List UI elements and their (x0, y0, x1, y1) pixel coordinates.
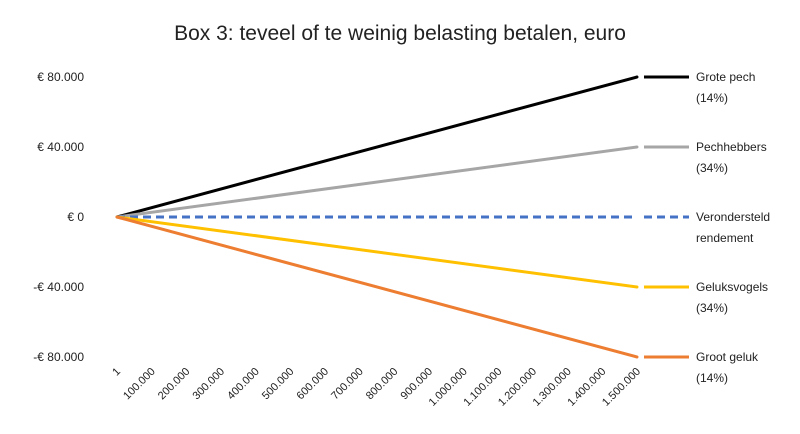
legend: Grote pech (14%) Pechhebbers (34%) Veronders… (644, 70, 770, 385)
series-line-3 (115, 215, 639, 289)
legend-label-4: Groot geluk (696, 350, 759, 364)
legend-sublabel-1: (34%) (696, 161, 728, 175)
series-lines (115, 75, 639, 359)
legend-label-2: Verondersteld (696, 210, 770, 224)
legend-label-3: Geluksvogels (696, 280, 768, 294)
x-tick-label: 700.000 (329, 366, 366, 403)
x-tick-label: 400.000 (225, 366, 262, 403)
series-line-0 (115, 75, 639, 219)
legend-sublabel-2: rendement (696, 231, 754, 245)
legend-sublabel-4: (14%) (696, 371, 728, 385)
series-line-1 (115, 145, 639, 219)
legend-label-0: Grote pech (696, 70, 755, 84)
y-tick-label: € 40.000 (37, 140, 84, 154)
legend-label-1: Pechhebbers (696, 140, 767, 154)
x-tick-label: 800.000 (364, 366, 401, 403)
y-tick-label: -€ 80.000 (33, 350, 84, 364)
legend-sublabel-3: (34%) (696, 301, 728, 315)
y-tick-label: € 0 (67, 210, 84, 224)
chart-title: Box 3: teveel of te weinig belasting bet… (174, 22, 626, 45)
x-axis: 1100.000200.000300.000400.000500.000600.… (110, 366, 643, 409)
x-tick-label: 500.000 (260, 366, 297, 403)
x-tick-label: 1.500.000 (600, 366, 643, 409)
x-tick-label: 300.000 (191, 366, 228, 403)
y-tick-label: -€ 40.000 (33, 280, 84, 294)
legend-sublabel-0: (14%) (696, 91, 728, 105)
x-tick-label: 200.000 (156, 366, 193, 403)
x-tick-label: 600.000 (295, 366, 332, 403)
x-tick-label: 1 (110, 366, 123, 379)
series-line-4 (115, 215, 639, 359)
x-tick-label: 100.000 (121, 366, 158, 403)
y-axis: € 80.000 € 40.000 € 0 -€ 40.000 -€ 80.000 (33, 70, 84, 364)
y-tick-label: € 80.000 (37, 70, 84, 84)
